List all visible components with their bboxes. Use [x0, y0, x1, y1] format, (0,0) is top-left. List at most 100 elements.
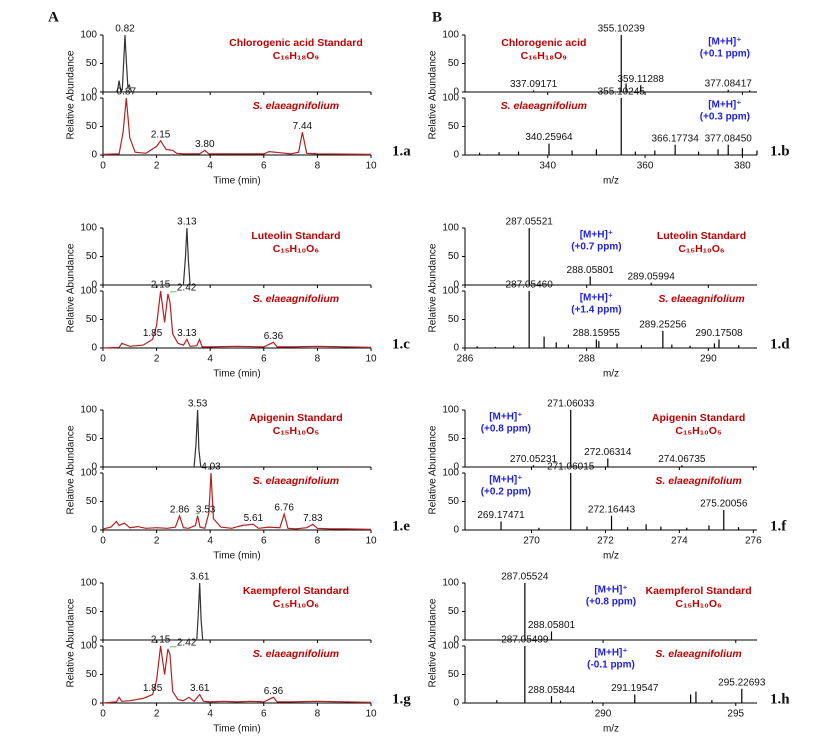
y-tick-label: 50 [448, 314, 460, 325]
peak-label: 269.17471 [477, 510, 525, 521]
ppm-label: (+0.7 ppm) [571, 242, 621, 253]
peak-label: 289.05994 [628, 271, 676, 282]
y-tick-label: 0 [453, 343, 459, 354]
peak-label: 3.61 [190, 683, 210, 694]
peak-label: 4.03 [201, 462, 221, 473]
x-tick-label: 8 [315, 709, 321, 720]
x-tick-label: 8 [315, 161, 321, 172]
compound-title: Apigenin Standard [249, 412, 342, 424]
peak-label: 355.10239 [598, 24, 646, 35]
trace [196, 582, 204, 641]
trace [102, 290, 372, 349]
x-tick-label: 8 [315, 354, 321, 365]
y-tick-label: 0 [91, 87, 97, 98]
y-tick-label: 0 [91, 698, 97, 709]
y-axis-label: Relative Abundance [66, 243, 77, 332]
y-tick-label: 0 [91, 280, 97, 291]
y-tick-label: 50 [86, 314, 98, 325]
compound-title: S. elaeagnifolium [253, 648, 339, 660]
x-axis-label: m/z [603, 176, 619, 187]
formula: C₁₅H₁₀O₆ [675, 598, 722, 610]
ion-label: [M+H]⁺ [594, 585, 627, 596]
y-tick-label: 100 [80, 223, 97, 234]
x-tick-label: 274 [671, 536, 688, 547]
y-tick-label: 100 [442, 578, 459, 589]
x-tick-label: 0 [100, 161, 106, 172]
peak-label: 290.17508 [695, 328, 743, 339]
y-tick-label: 50 [448, 58, 460, 69]
x-axis-label: m/z [603, 369, 619, 380]
peak-label: 366.17734 [651, 133, 699, 144]
peak-label: 1.85 [143, 683, 163, 694]
x-tick-label: 10 [365, 536, 377, 547]
x-tick-label: 360 [637, 161, 654, 172]
peak-label: 271.06015 [547, 462, 595, 473]
ppm-label: (+0.2 ppm) [481, 487, 531, 498]
x-axis-label: Time (min) [213, 369, 260, 380]
ppm-label: (+0.1 ppm) [700, 49, 750, 60]
compound-title: S. elaeagnifolium [253, 475, 339, 487]
peak-label: 3.61 [190, 572, 210, 583]
peak-label: 3.53 [196, 504, 216, 515]
x-tick-label: 2 [154, 354, 160, 365]
compound-title: Luteolin Standard [657, 230, 746, 242]
y-tick-label: 100 [442, 405, 459, 416]
ion-label: [M+H]⁺ [708, 37, 741, 48]
column-header: B [432, 9, 442, 25]
x-axis-label: Time (min) [213, 551, 260, 562]
peak-label: 6.36 [264, 331, 284, 342]
ppm-label: (+1.4 ppm) [571, 305, 621, 316]
peak-label: 291.19547 [611, 683, 659, 694]
formula: C₁₅H₁₀O₆ [273, 598, 320, 610]
formula: C₁₆H₁₈O₉ [521, 50, 568, 62]
y-tick-label: 0 [91, 635, 97, 646]
x-tick-label: 380 [734, 161, 751, 172]
trace [193, 409, 202, 468]
peak-label: 288.05801 [528, 620, 576, 631]
x-tick-label: 8 [315, 536, 321, 547]
ion-label: [M+H]⁺ [594, 648, 627, 659]
peak-label: 288.05801 [567, 265, 615, 276]
peak-label: 2.15 [151, 635, 171, 646]
trace [102, 97, 372, 155]
ion-label: [M+H]⁺ [489, 475, 522, 486]
peak-label: 287.05499 [501, 635, 549, 646]
x-tick-label: 2 [154, 536, 160, 547]
peak-label: 2.15 [151, 129, 171, 140]
y-tick-label: 100 [80, 468, 97, 479]
y-tick-label: 50 [86, 121, 98, 132]
peak-label: 7.83 [303, 513, 323, 524]
x-tick-label: 4 [207, 536, 213, 547]
compound-title: S. elaeagnifolium [658, 293, 744, 305]
x-tick-label: 0 [100, 536, 106, 547]
peak-label: 0.82 [115, 24, 135, 35]
peak-label: 288.05844 [528, 685, 576, 696]
x-tick-label: 6 [261, 709, 267, 720]
compound-title: Chlorogenic acid Standard [229, 37, 363, 49]
x-tick-label: 10 [365, 354, 377, 365]
y-tick-label: 100 [442, 30, 459, 41]
x-tick-label: 0 [100, 354, 106, 365]
y-tick-label: 0 [453, 462, 459, 473]
y-tick-label: 0 [453, 525, 459, 536]
y-tick-label: 50 [448, 433, 460, 444]
x-tick-label: 2 [154, 709, 160, 720]
y-tick-label: 0 [453, 280, 459, 291]
compound-title: Chlorogenic acid [501, 37, 586, 49]
peak-label: 377.08417 [705, 78, 753, 89]
ppm-label: (-0.1 ppm) [587, 660, 635, 671]
y-tick-label: 50 [86, 496, 98, 507]
compound-title: S. elaeagnifolium [253, 293, 339, 305]
y-tick-label: 100 [80, 578, 97, 589]
y-tick-label: 100 [442, 93, 459, 104]
ion-label: [M+H]⁺ [580, 230, 613, 241]
peak-label: 3.13 [177, 217, 197, 228]
x-tick-label: 295 [727, 709, 744, 720]
peak-label: 3.53 [188, 399, 208, 410]
peak-label: 270.05231 [510, 454, 558, 465]
ion-label: [M+H]⁺ [489, 412, 522, 423]
panel-label: 1.d [770, 336, 790, 352]
x-tick-label: 10 [365, 709, 377, 720]
trace [102, 645, 372, 704]
